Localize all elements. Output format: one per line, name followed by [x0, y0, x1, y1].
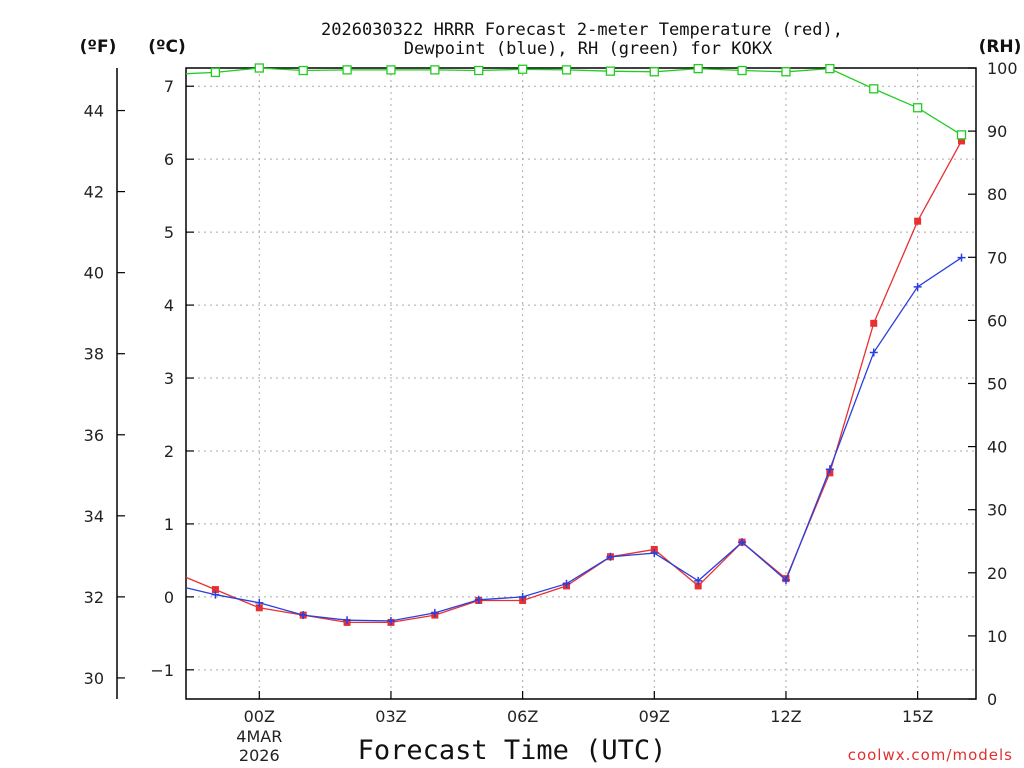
rh-tick-label: 70	[987, 248, 1007, 267]
rh-point	[298, 65, 308, 76]
x-tick-label: 03Z	[375, 707, 406, 726]
dewpoint-point	[474, 595, 483, 604]
fahrenheit-tick-label: 40	[84, 264, 104, 283]
celsius-tick-label: 6	[164, 150, 174, 169]
rh-tick-label: 10	[987, 627, 1007, 646]
dewpoint-point	[562, 579, 571, 588]
series	[185, 63, 967, 626]
celsius-tick-label: 0	[164, 588, 174, 607]
rh-unit-label: (RH)	[979, 37, 1022, 57]
rh-point	[693, 63, 703, 74]
fahrenheit-tick-label: 30	[84, 669, 104, 688]
fahrenheit-unit-label: (ºF)	[80, 37, 117, 57]
rh-tick-label: 100	[987, 59, 1018, 78]
dewpoint-point	[255, 598, 264, 607]
x-date-label: 4MAR	[236, 727, 282, 746]
dewpoint-line	[185, 257, 962, 622]
rh-tick-label: 40	[987, 438, 1007, 457]
dewpoint-point	[781, 576, 790, 585]
dewpoint-point	[211, 590, 220, 599]
x-axis-label: Forecast Time (UTC)	[358, 735, 667, 766]
rh-point	[737, 65, 747, 76]
rh-point	[561, 65, 572, 75]
rh-tick-label: 50	[987, 375, 1007, 394]
rh-point	[781, 67, 791, 77]
celsius-unit-label: (ºC)	[148, 37, 186, 57]
rh-point	[210, 67, 221, 78]
dewpoint-point	[869, 348, 878, 357]
rh-line	[185, 67, 962, 136]
x-tick-label: 00Z	[244, 707, 275, 726]
fahrenheit-tick-label: 36	[84, 426, 104, 445]
x-tick-label: 12Z	[770, 707, 801, 726]
gridlines	[186, 68, 976, 699]
dewpoint-point	[518, 592, 527, 601]
2-meter-temperature-point	[211, 586, 219, 594]
celsius-tick-label: 7	[164, 77, 174, 96]
fahrenheit-tick-label: 44	[84, 102, 104, 121]
celsius-tick-label: 3	[164, 369, 174, 388]
dewpoint-point	[694, 576, 703, 585]
rh-point	[869, 84, 879, 94]
plot-frame	[185, 67, 977, 700]
rh-point	[825, 63, 835, 74]
dewpoint-point	[825, 465, 834, 474]
dewpoint-point	[913, 282, 922, 291]
x-date-label: 2026	[239, 746, 280, 765]
rh-point	[605, 66, 616, 76]
chart-title-line-2: Dewpoint (blue), RH (green) for KOKX	[404, 39, 773, 59]
rh-point	[474, 65, 484, 76]
rh-point	[912, 103, 923, 113]
rh-point	[342, 65, 352, 75]
dewpoint-point	[957, 253, 966, 262]
2-meter-temperature-line	[185, 140, 963, 624]
celsius-tick-label: 4	[164, 296, 174, 315]
rh-point	[517, 64, 528, 74]
fahrenheit-tick-label: 42	[84, 183, 104, 202]
2-meter-temperature-point	[870, 319, 878, 327]
rh-point	[254, 63, 264, 73]
celsius-tick-label: −1	[150, 661, 174, 680]
rh-tick-label: 30	[987, 501, 1007, 520]
dewpoint-point	[299, 611, 308, 620]
2-meter-temperature-point	[694, 582, 702, 590]
celsius-tick-label: 5	[164, 223, 174, 242]
2-meter-temperature-point	[255, 604, 263, 612]
dewpoint-point	[430, 608, 439, 617]
celsius-tick-label: 1	[164, 515, 174, 534]
chart-title-line-1: 2026030322 HRRR Forecast 2-meter Tempera…	[321, 20, 843, 40]
rh-point	[430, 65, 440, 75]
dewpoint-point	[606, 552, 615, 561]
2-meter-temperature-point	[958, 137, 966, 145]
fahrenheit-tick-label: 34	[84, 507, 104, 526]
rh-tick-label: 0	[987, 690, 997, 709]
rh-point	[386, 65, 396, 75]
celsius-tick-label: 2	[164, 442, 174, 461]
fahrenheit-tick-label: 32	[84, 588, 104, 607]
2-meter-temperature-point	[914, 217, 922, 225]
dewpoint-point	[650, 549, 659, 558]
credit-text: coolwx.com/models	[848, 746, 1013, 764]
x-tick-label: 15Z	[902, 707, 933, 726]
dewpoint-point	[386, 616, 395, 625]
rh-tick-label: 80	[987, 185, 1007, 204]
rh-tick-label: 90	[987, 122, 1007, 141]
rh-tick-label: 20	[987, 564, 1007, 583]
fahrenheit-tick-label: 38	[84, 345, 104, 364]
dewpoint-point	[343, 616, 352, 625]
rh-point	[956, 130, 967, 140]
rh-point	[649, 67, 659, 77]
rh-tick-label: 60	[987, 311, 1007, 330]
dewpoint-point	[738, 538, 747, 547]
x-tick-label: 06Z	[507, 707, 538, 726]
chart-title: 2026030322 HRRR Forecast 2-meter Tempera…	[321, 20, 843, 59]
x-tick-label: 09Z	[639, 707, 670, 726]
